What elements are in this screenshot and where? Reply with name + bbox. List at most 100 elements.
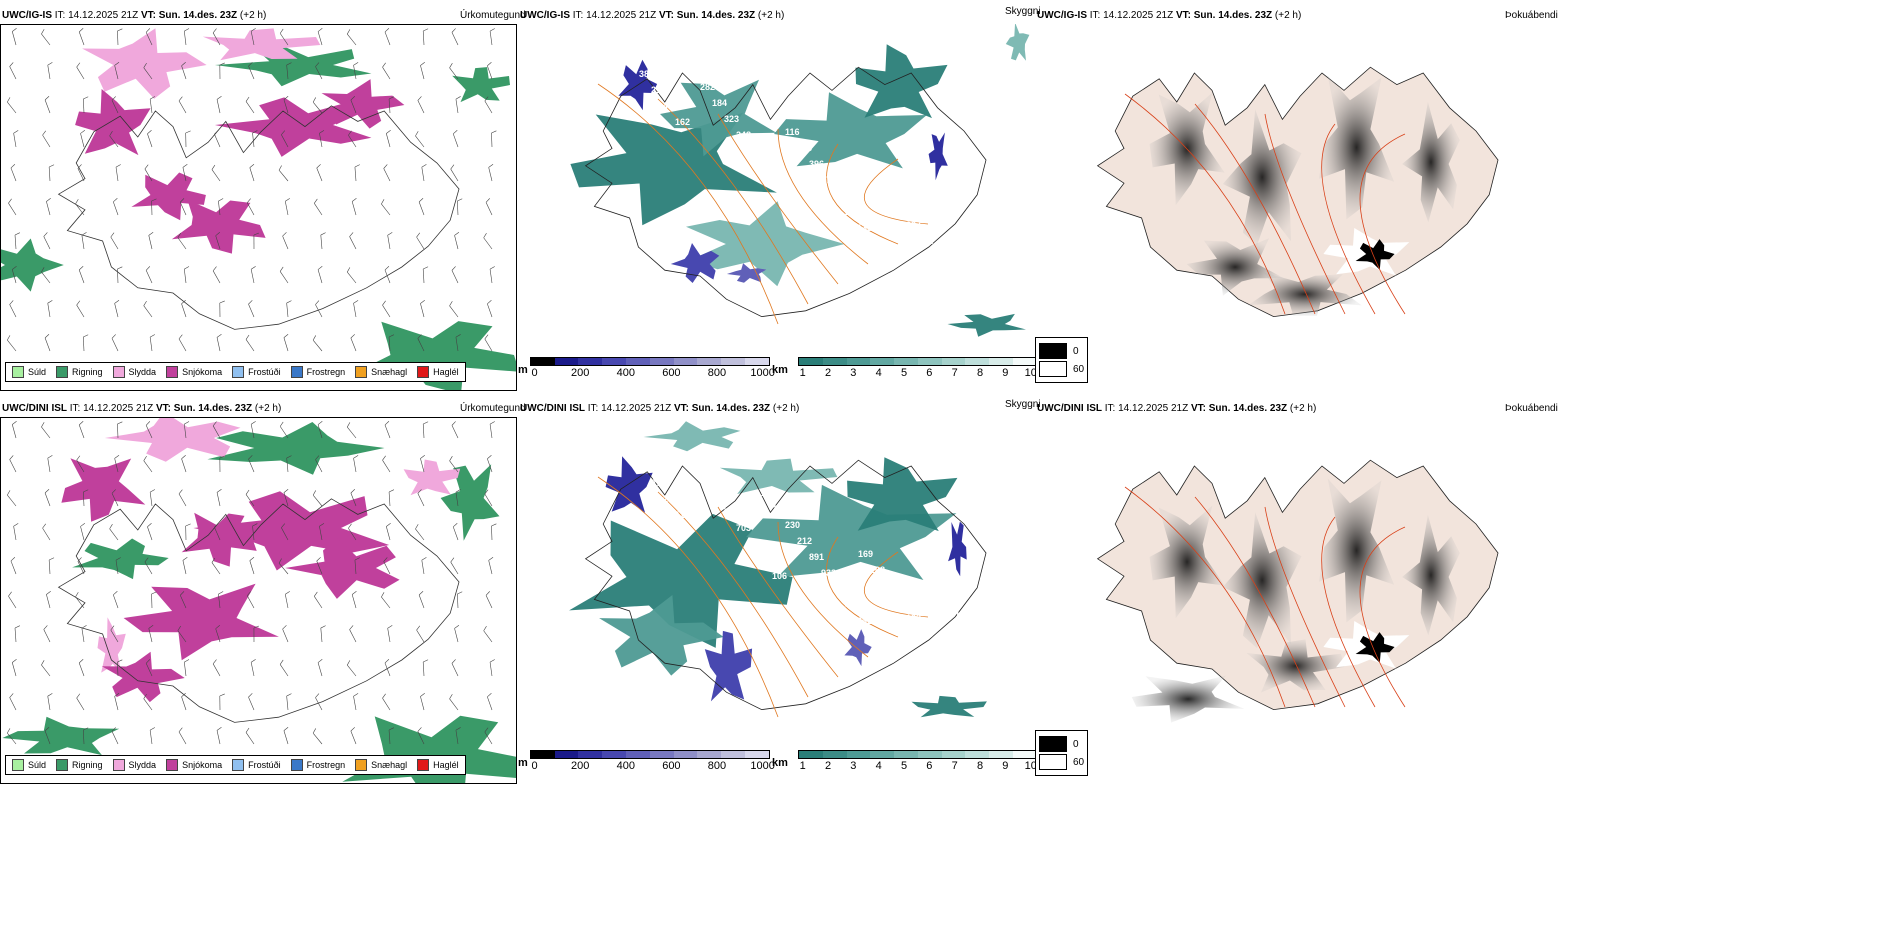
wind-barb: [487, 300, 493, 318]
wind-barb: [281, 523, 289, 541]
wind-barb: [143, 455, 153, 473]
wind-barb: [77, 557, 85, 575]
cloud-base-label: 186: [591, 658, 606, 668]
wind-barb: [319, 130, 325, 148]
wind-barb: [181, 693, 187, 711]
wind-barb: [177, 232, 187, 250]
cloud-base-label: 378: [954, 677, 969, 687]
wind-barb: [47, 62, 53, 80]
wind-barb: [81, 625, 87, 643]
wind-barb: [47, 300, 53, 318]
wind-barb: [181, 455, 187, 473]
colorbar-cell: [530, 751, 555, 758]
colorbar-cell: [625, 751, 650, 758]
wind-barb: [422, 659, 429, 677]
fog-index-area: [1248, 272, 1362, 316]
cloud-base-label: 578: [615, 297, 630, 307]
road: [1321, 516, 1376, 708]
fog-index-area: [1319, 478, 1395, 623]
precip-legend-item: Snjókoma: [166, 759, 222, 771]
wind-barb: [317, 266, 323, 284]
wind-barb: [417, 334, 425, 352]
colorbar-cell: [602, 358, 626, 365]
road: [1124, 93, 1286, 315]
wind-barb: [252, 523, 258, 541]
legend-swatch: [232, 366, 245, 378]
precip-title: UWC/DINI ISL IT: 14.12.2025 21Z VT: Sun.…: [2, 403, 282, 414]
wind-barb: [80, 523, 86, 541]
legend-label: Rigning: [72, 367, 103, 377]
wind-barb: [487, 693, 493, 711]
fog-index-area: [1402, 514, 1460, 636]
colorbar-tick: 600: [662, 367, 681, 379]
visibility-area: [719, 458, 838, 494]
precip-legend-item: Rigning: [56, 759, 103, 771]
wind-barb: [10, 164, 17, 182]
wind-barb: [41, 29, 51, 46]
fog-panel: [1035, 417, 1553, 784]
road: [1124, 486, 1286, 708]
road: [1359, 526, 1406, 708]
height-colorbar: m 0 200 400 600 800 1000: [518, 357, 775, 380]
colorbar-tick: 5: [900, 760, 908, 772]
wind-barb: [76, 300, 85, 318]
wind-barb: [353, 693, 359, 711]
road: [597, 83, 779, 325]
cloud-base-label: 212: [797, 536, 812, 546]
cloud-base-label: 667: [882, 581, 897, 591]
wind-barb: [48, 164, 55, 182]
wind-barb: [420, 62, 425, 80]
wind-barb: [451, 28, 459, 46]
cloud-base-label: 192: [966, 693, 981, 703]
cloud-base-label: 138: [797, 143, 812, 153]
wind-barb: [418, 591, 425, 609]
visibility-area: [774, 92, 927, 169]
colorbar-tick: 4: [875, 367, 882, 379]
wind-barb: [214, 523, 221, 541]
wind-barb: [46, 198, 51, 216]
wind-barb: [11, 28, 17, 46]
precip-legend-item: Snæhagl: [355, 759, 407, 771]
wind-barb: [145, 659, 153, 677]
wind-barb: [350, 727, 357, 745]
wind-barb: [250, 28, 256, 46]
wind-barb: [211, 164, 221, 182]
wind-barb: [249, 164, 255, 182]
wind-barb: [316, 557, 323, 575]
wind-barb: [147, 130, 153, 148]
precip-legend-item: Frostúði: [232, 366, 281, 378]
wind-barb: [417, 727, 425, 745]
cloud-base-label: 908: [615, 690, 630, 700]
colorbar-tick: 5: [900, 367, 908, 379]
wind-barb: [488, 557, 494, 575]
wind-barb: [454, 625, 460, 643]
colorbar-cell: [917, 358, 942, 365]
cloud-base-label: 300: [833, 191, 848, 201]
colorbar-tick: 800: [707, 367, 727, 379]
legend-label: Haglél: [433, 760, 459, 770]
colorbar-cell: [989, 751, 1014, 758]
fog-title: UWC/DINI ISL IT: 14.12.2025 21Z VT: Sun.…: [1037, 403, 1317, 414]
cloud-base-label: 302: [869, 632, 884, 642]
wind-barb: [182, 557, 188, 575]
visibility-colorbar: km 1 2 3 4 5 6 7 8 9 10: [772, 750, 1038, 773]
wind-barb: [484, 727, 493, 745]
wind-barb: [82, 489, 89, 507]
wind-barb: [78, 28, 85, 46]
wind-barb: [181, 300, 187, 318]
wind-barb: [449, 694, 459, 711]
wind-barb: [114, 455, 120, 473]
cloud-base-label: 116: [785, 127, 800, 137]
fog-index-area: [1319, 75, 1395, 220]
wind-barb: [320, 625, 326, 643]
colorbar-cell: [798, 751, 823, 758]
wind-barb: [44, 334, 51, 352]
wind-barb: [145, 421, 153, 439]
precip-legend-item: Rigning: [56, 366, 103, 378]
wind-barb: [317, 421, 323, 439]
cloud-base-label: 262: [857, 616, 872, 626]
colorbar-tick: 2: [824, 760, 832, 772]
wind-barb: [248, 693, 255, 711]
wind-barb: [113, 198, 119, 216]
cloud-base-label: 323: [724, 114, 739, 124]
